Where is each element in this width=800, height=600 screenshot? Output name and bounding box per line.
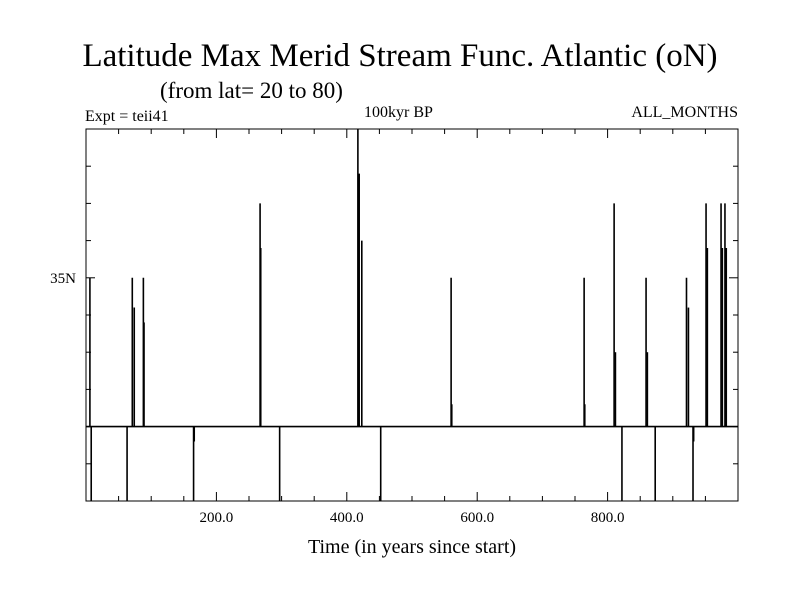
x-axis-label: Time (in years since start) [308,536,516,558]
x-tick-label: 600.0 [460,510,494,526]
experiment-label: Expt = teii41 [85,108,169,125]
chart-subtitle: (from lat= 20 to 80) [160,78,343,103]
period-label: 100kyr BP [364,104,433,121]
months-label: ALL_MONTHS [631,104,738,121]
y-tick-label: 35N [50,271,76,287]
chart-title: Latitude Max Merid Stream Func. Atlantic… [82,38,718,74]
x-tick-label: 800.0 [591,510,625,526]
tick-group: 200.0 400.0 600.0 800.0 35N [50,129,738,526]
series-group [86,129,738,501]
x-tick-label: 400.0 [330,510,364,526]
plot-frame [85,128,739,502]
x-tick-label: 200.0 [200,510,234,526]
